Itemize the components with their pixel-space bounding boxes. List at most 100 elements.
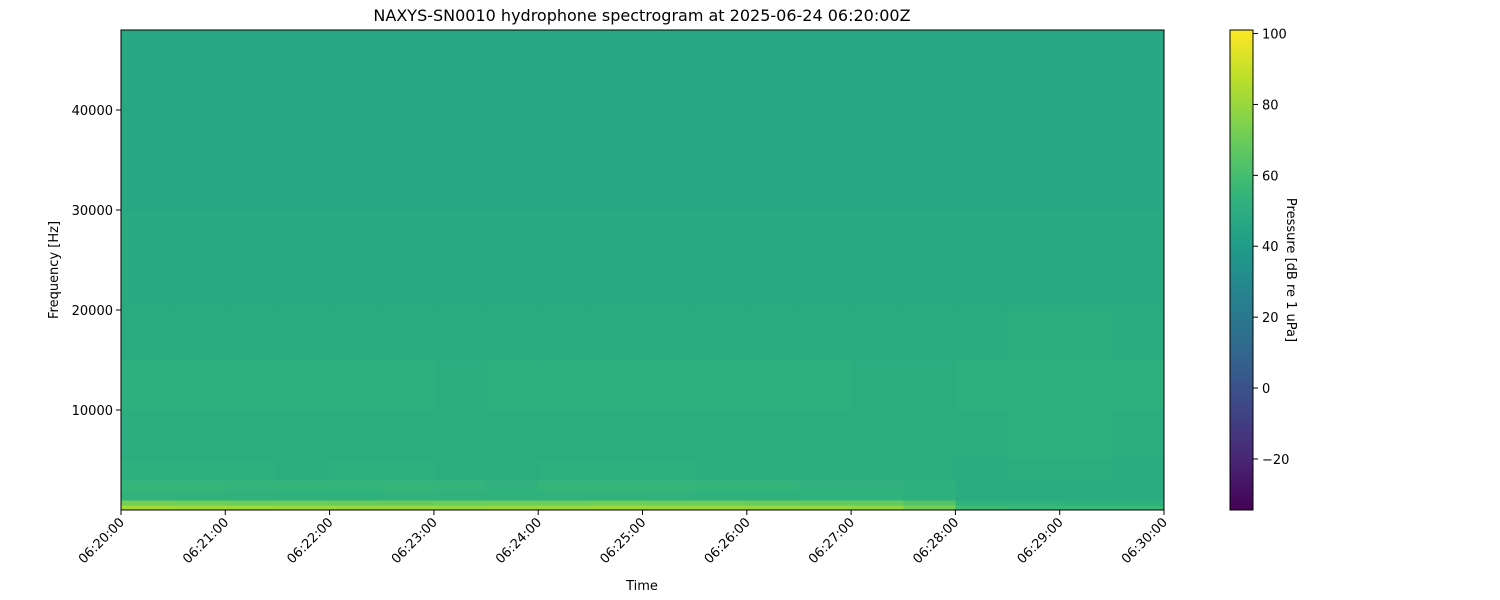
heatmap-cell [1111, 110, 1165, 211]
heatmap-cell [1059, 460, 1113, 481]
x-tick-label: 06:28:00 [910, 515, 962, 567]
heatmap-cell [225, 30, 278, 111]
heatmap-cell [433, 505, 487, 511]
heatmap-cell [486, 210, 539, 311]
heatmap-cell [1059, 480, 1113, 491]
heatmap-cell [381, 460, 435, 481]
heatmap-cell [433, 410, 487, 461]
x-tick-label: 06:27:00 [806, 515, 858, 567]
colorbar-axis: −20 0 20 40 60 80 100 [1253, 28, 1289, 468]
heatmap-cell [746, 480, 800, 491]
heatmap-cell [121, 210, 174, 311]
x-tick-label: 06:22:00 [285, 515, 337, 567]
heatmap-cell [903, 480, 956, 491]
heatmap-cell [121, 490, 174, 501]
heatmap-cell [486, 460, 539, 481]
heatmap-cell [277, 460, 331, 481]
x-tick-label: 06:29:00 [1015, 515, 1067, 567]
heatmap-cell [590, 360, 643, 411]
heatmap-cell [1059, 110, 1113, 211]
heatmap-cell [173, 110, 226, 211]
heatmap-cell [1007, 505, 1061, 511]
heatmap-cell [173, 30, 226, 111]
heatmap-cell [538, 500, 591, 506]
heatmap-cell [121, 505, 174, 511]
heatmap-cell [173, 500, 226, 506]
heatmap-cell [694, 110, 748, 211]
heatmap-cell [903, 500, 956, 506]
heatmap-cell [329, 210, 383, 311]
heatmap-cell [1111, 310, 1165, 361]
heatmap-cell [1059, 360, 1113, 411]
heatmap-cell [694, 505, 748, 511]
heatmap-cell [329, 30, 383, 111]
heatmap-cell [694, 410, 748, 461]
heatmap-cell [433, 310, 487, 361]
heatmap-cell [329, 490, 383, 501]
heatmap-cell [329, 505, 383, 511]
heatmap-cell [381, 310, 435, 361]
heatmap-cell [955, 460, 1009, 481]
heatmap-cell [746, 210, 800, 311]
heatmap-cell [538, 505, 591, 511]
heatmap-cell [955, 410, 1009, 461]
heatmap-cell [173, 505, 226, 511]
heatmap-cell [433, 30, 487, 111]
heatmap-cell [538, 410, 591, 461]
heatmap-cell [590, 30, 643, 111]
heatmap-cell [277, 480, 331, 491]
heatmap-cell [433, 480, 487, 491]
heatmap-cell [277, 490, 331, 501]
heatmap-cell [798, 490, 852, 501]
heatmap-cell [1007, 480, 1061, 491]
heatmap-cell [903, 490, 956, 501]
heatmap-cell [538, 360, 591, 411]
x-tick-label: 06:25:00 [597, 515, 649, 567]
heatmap-cell [121, 480, 174, 491]
heatmap-cell [903, 460, 956, 481]
heatmap-cell [642, 500, 696, 506]
heatmap-cell [538, 490, 591, 501]
heatmap-cell [121, 30, 174, 111]
heatmap-cell [746, 110, 800, 211]
heatmap-cell [746, 30, 800, 111]
heatmap-cell [746, 500, 800, 506]
heatmap-cell [1007, 500, 1061, 506]
heatmap-cell [590, 110, 643, 211]
colorbar-tick-label: 100 [1262, 28, 1287, 43]
heatmap-cell [798, 500, 852, 506]
heatmap-cell [538, 210, 591, 311]
heatmap-cell [1111, 480, 1165, 491]
heatmap-cell [486, 490, 539, 501]
heatmap-cell [433, 110, 487, 211]
heatmap-cell [903, 210, 956, 311]
heatmap-cell [225, 490, 278, 501]
heatmap-cell [1111, 410, 1165, 461]
heatmap-cell [1007, 110, 1061, 211]
heatmap-cell [590, 310, 643, 361]
heatmap-cell [225, 210, 278, 311]
heatmap-cell [486, 110, 539, 211]
heatmap-cell [955, 110, 1009, 211]
colorbar-tick-label: −20 [1262, 453, 1289, 468]
heatmap-cell [225, 505, 278, 511]
heatmap-cell [746, 410, 800, 461]
heatmap-cell [1111, 360, 1165, 411]
heatmap-cell [1007, 360, 1061, 411]
heatmap-cell [642, 505, 696, 511]
heatmap-cell [590, 500, 643, 506]
y-axis: 10000 20000 30000 40000 [72, 104, 121, 419]
y-tick-label: 40000 [72, 104, 113, 119]
x-tick-label: 06:24:00 [493, 515, 545, 567]
heatmap-cell [277, 500, 331, 506]
y-tick-label: 30000 [72, 204, 113, 219]
heatmap-cell [851, 490, 904, 501]
heatmap-cell [694, 210, 748, 311]
heatmap-cell [694, 460, 748, 481]
heatmap-cell [329, 410, 383, 461]
heatmap-cell [121, 310, 174, 361]
heatmap-cell [433, 500, 487, 506]
heatmap-cell [746, 490, 800, 501]
heatmap-cell [851, 110, 904, 211]
